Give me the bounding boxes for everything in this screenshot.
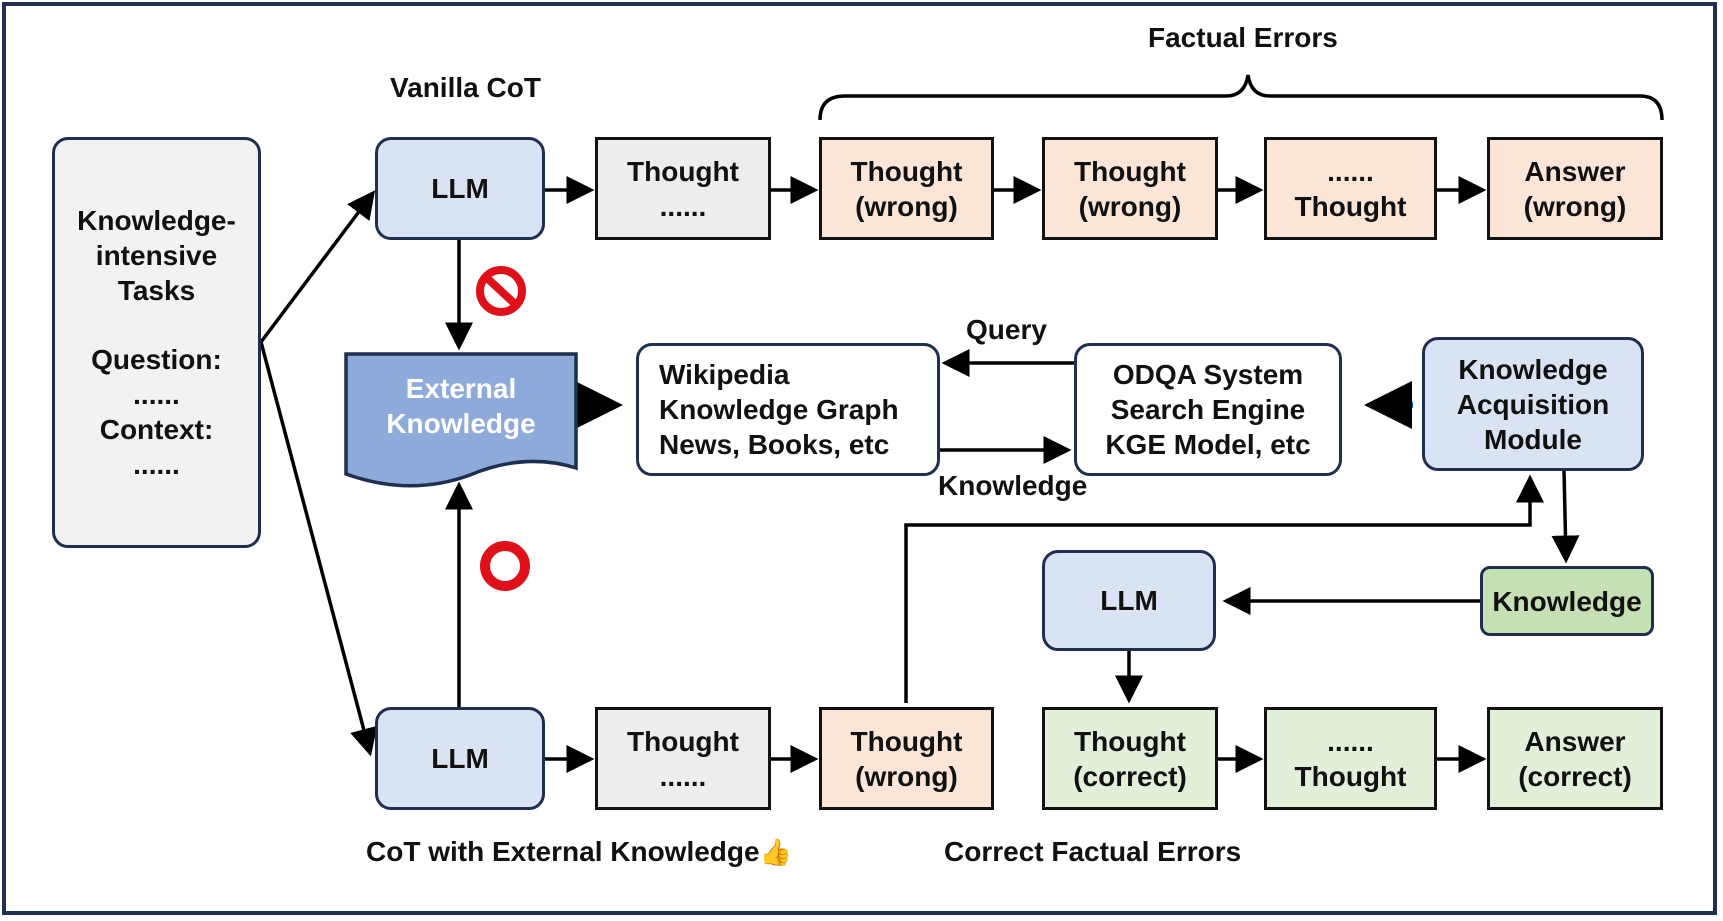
correct-factual-errors-label: Correct Factual Errors [944,836,1242,867]
task-line-5: ...... [133,379,180,410]
bottom-llm-box: LLM [375,707,545,810]
top-wrong1-box: Thought (wrong) [819,137,994,240]
systems-line3: KGE Model, etc [1105,429,1311,460]
external-knowledge-shape [344,352,578,488]
bottom-correct-line1: Thought [1074,725,1186,757]
factual-errors-label: Factual Errors [1148,22,1338,53]
prohibited-icon [476,266,526,316]
top-dots-box: ...... Thought [1264,137,1437,240]
bottom-answer-box: Answer (correct) [1487,707,1663,810]
cot-external-text: CoT with External Knowledge [366,836,760,867]
vanilla-cot-label: Vanilla CoT [390,72,541,103]
knowledge-acquisition-module-box: Knowledge Acquisition Module [1422,337,1644,471]
task-box: Knowledge- intensive Tasks Question: ...… [52,137,261,548]
systems-line1: ODQA System [1112,359,1304,390]
external-line2: Knowledge [386,408,536,439]
correction-llm-box: LLM [1042,550,1216,651]
kam-line3: Module [1484,423,1582,455]
retrieved-knowledge-label: Knowledge [1492,585,1642,617]
task-line-6: Context: [99,414,214,445]
top-wrong2-box: Thought (wrong) [1042,137,1218,240]
bottom-answer-line1: Answer [1524,725,1626,757]
retrieval-systems-box: ODQA System Search Engine KGE Model, etc [1074,343,1342,476]
top-thought-line1: Thought [627,155,739,187]
bottom-dots-line2: Thought [1294,760,1407,792]
top-llm-box: LLM [375,137,545,240]
top-wrong2-line1: Thought [1074,155,1186,187]
task-line-2: intensive [95,240,218,271]
external-line1: External [405,373,517,404]
task-line-3: Tasks [117,275,196,306]
systems-line2: Search Engine [1110,394,1306,425]
bottom-dots-box: ...... Thought [1264,707,1437,810]
arrow-wrong-to-kam [904,474,1544,703]
bottom-wrong-line2: (wrong) [855,760,958,792]
correction-llm-label: LLM [1100,585,1158,616]
query-label: Query [966,314,1047,345]
thumbs-up-icon: 👍 [759,837,792,867]
bottom-wrong-line1: Thought [850,725,963,757]
task-line-4: Question: [91,344,222,375]
top-llm-label: LLM [431,173,489,204]
bottom-wrong-box: Thought (wrong) [819,707,994,810]
bottom-thought-box: Thought ...... [595,707,771,810]
knowledge-sources-box: Wikipedia Knowledge Graph News, Books, e… [636,343,940,476]
kam-line2: Acquisition [1456,388,1610,420]
top-dots-line2: Thought [1294,190,1407,222]
task-line-1: Knowledge- [77,205,236,236]
bottom-dots-line1: ...... [1327,725,1374,757]
sources-line3: News, Books, etc [659,429,890,460]
bottom-llm-label: LLM [431,743,489,774]
top-thought-line2: ...... [659,190,707,222]
top-wrong1-line2: (wrong) [855,190,958,222]
top-answer-line1: Answer [1524,155,1626,187]
cot-external-label: CoT with External Knowledge👍 [366,836,792,868]
bottom-thought-line1: Thought [627,725,739,757]
retrieved-knowledge-box: Knowledge [1480,566,1654,636]
top-wrong1-line1: Thought [850,155,963,187]
circle-ok-icon [480,541,530,591]
top-dots-line1: ...... [1327,155,1374,187]
bottom-thought-line2: ...... [659,760,707,792]
top-thought-box: Thought ...... [595,137,771,240]
kam-line1: Knowledge [1458,353,1608,385]
arrow-task-to-bottom-llm [259,341,378,757]
task-line-7: ...... [133,449,180,480]
arrow-kam-to-knowledge [1551,469,1580,564]
knowledge-flow-label: Knowledge [938,470,1088,501]
sources-line1: Wikipedia [659,359,790,390]
arrow-task-to-top-llm [259,190,376,344]
bottom-correct-line2: (correct) [1073,760,1187,792]
external-knowledge-box: External Knowledge [346,366,576,446]
bottom-correct-box: Thought (correct) [1042,707,1218,810]
top-answer-box: Answer (wrong) [1487,137,1663,240]
bottom-answer-line2: (correct) [1518,760,1632,792]
factual-errors-brace [818,74,1664,121]
top-wrong2-line2: (wrong) [1078,190,1182,222]
sources-line2: Knowledge Graph [659,394,899,425]
top-answer-line2: (wrong) [1523,190,1627,222]
